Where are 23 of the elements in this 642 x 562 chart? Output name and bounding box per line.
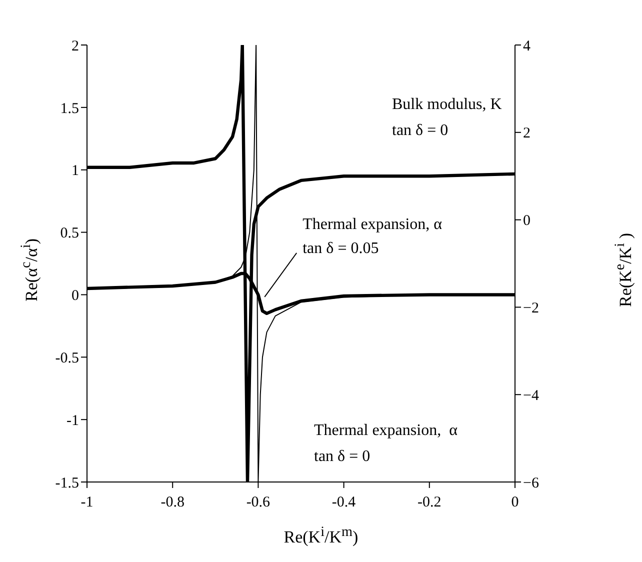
y-tick-label: 1.5 bbox=[60, 100, 79, 117]
annotation: Thermal expansion, α tan δ = 0.05 bbox=[302, 216, 443, 257]
x-tick-label: -0.8 bbox=[160, 494, 184, 511]
x-axis-title: Re(K$^{i}$/K$^{m}$) bbox=[282, 524, 360, 548]
y-tick-label: 1 bbox=[72, 163, 79, 180]
y2-tick-label: −6 bbox=[523, 475, 540, 492]
y2-tick-label: −4 bbox=[523, 388, 540, 404]
y2-tick-label: 2 bbox=[523, 126, 530, 142]
x-tick-label: -0.4 bbox=[332, 494, 356, 511]
x-tick-label: -0.2 bbox=[418, 494, 442, 511]
y2-tick-label: −2 bbox=[523, 300, 539, 317]
y-tick-label: 2 bbox=[72, 38, 79, 54]
y2-tick-label: 0 bbox=[523, 213, 530, 230]
x-tick-label: 0 bbox=[511, 494, 519, 511]
y-tick-label: -1 bbox=[66, 412, 79, 429]
y-tick-label: -0.5 bbox=[55, 350, 79, 366]
y2-tick-label: 4 bbox=[523, 38, 531, 54]
y-tick-label: 0 bbox=[72, 288, 79, 304]
annotation: Thermal expansion, α tan δ = 0 bbox=[314, 421, 458, 467]
y-tick-label: 0.5 bbox=[60, 226, 79, 242]
x-tick-label: -0.6 bbox=[246, 494, 271, 511]
annotation: Bulk modulus, K tan δ = 0 bbox=[392, 95, 502, 141]
y-tick-label: -1.5 bbox=[55, 475, 79, 492]
